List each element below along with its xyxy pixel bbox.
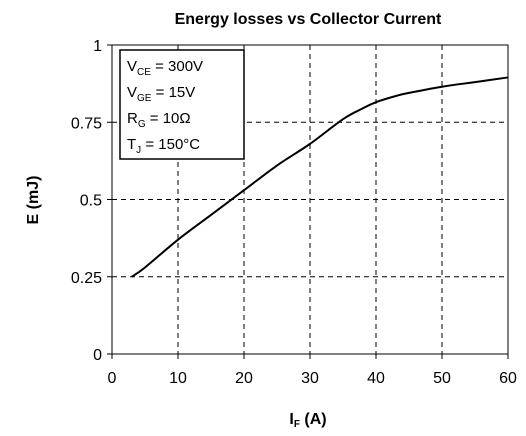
condition-vge-main: V [127, 84, 137, 101]
y-tick-label: 0.25 [71, 270, 102, 287]
condition-tj: TJ = 150°C [127, 136, 200, 156]
x-tick-label: 10 [169, 370, 187, 387]
condition-vge-sub: GE [137, 93, 152, 104]
condition-rg: RG = 10Ω [127, 110, 191, 130]
x-tick-label: 40 [367, 370, 385, 387]
condition-tj-sub: J [136, 145, 141, 156]
x-axis-label-main: I [289, 411, 293, 428]
x-tick-label: 50 [433, 370, 451, 387]
series-line [131, 76, 509, 278]
series-layer [131, 76, 509, 278]
x-tick-label: 30 [301, 370, 319, 387]
condition-rg-main: R [127, 110, 138, 127]
chart-title: Energy losses vs Collector Current [175, 11, 442, 28]
condition-vce: VCE = 300V [127, 58, 203, 78]
conditions-box: VCE = 300V VGE = 15V RG = 10Ω TJ = 150°C [119, 49, 245, 160]
y-tick-label: 0 [93, 347, 102, 364]
x-axis-label-sub: F [294, 419, 300, 430]
x-tick-label: 20 [235, 370, 253, 387]
conditions-box-frame [119, 49, 245, 160]
condition-tj-main: T [127, 136, 136, 153]
y-tick-label: 0.5 [80, 193, 102, 210]
y-axis-label: E (mJ) [25, 176, 42, 225]
condition-vge: VGE = 15V [127, 84, 195, 104]
condition-vge-value: = 15V [151, 84, 195, 101]
condition-tj-value: = 150°C [141, 136, 200, 153]
y-tick-label: 0.75 [71, 115, 102, 132]
condition-vce-main: V [127, 58, 137, 75]
condition-rg-value: = 10Ω [146, 110, 191, 127]
x-axis-label: IF (A) [289, 411, 326, 430]
condition-rg-sub: G [138, 119, 146, 130]
x-tick-label: 60 [499, 370, 517, 387]
condition-vce-value: = 300V [151, 58, 203, 75]
x-axis-label-unit: (A) [300, 411, 327, 428]
condition-vce-sub: CE [137, 67, 151, 78]
y-tick-label: 1 [93, 38, 102, 55]
tick-layer: 0 10 20 30 40 50 60 0 0.25 0.5 0.75 1 [71, 38, 517, 387]
x-tick-label: 0 [108, 370, 117, 387]
